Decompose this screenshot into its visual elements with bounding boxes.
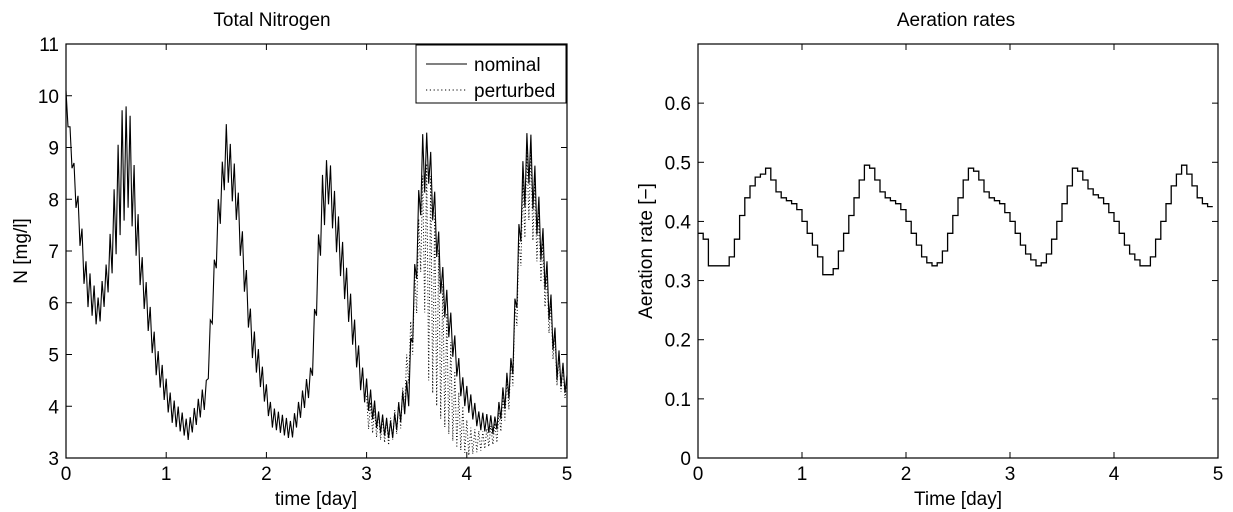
y-tick-label: 0.6 [665, 94, 691, 115]
series-line-aeration [698, 164, 1213, 276]
y-tick-label: 6 [48, 294, 59, 315]
y-tick-label: 11 [39, 35, 59, 56]
x-tick-label: 0 [61, 464, 72, 485]
series-group [698, 164, 1213, 276]
y-tick-label: 3 [48, 449, 59, 470]
plot-frame [697, 43, 1219, 459]
legend: nominal perturbed [415, 44, 567, 104]
x-tick-label: 3 [361, 464, 372, 485]
y-tick-label: 8 [48, 190, 59, 211]
x-tick-label: 4 [1109, 464, 1120, 485]
series-line-perturbed [366, 147, 568, 456]
y-axis-label: Aeration rate [−] [636, 183, 657, 319]
legend-label-perturbed: perturbed [474, 81, 555, 102]
y-tick-label: 7 [48, 242, 59, 263]
y-tick-label: 0.5 [665, 153, 691, 174]
series-line-nominal [65, 90, 568, 440]
y-tick-label: 0 [680, 449, 691, 470]
y-tick-label: 0.2 [665, 331, 691, 352]
x-axis-label: Time [day] [914, 489, 1002, 510]
y-tick-label: 9 [48, 139, 59, 160]
y-tick-label: 4 [48, 397, 59, 418]
y-axis-ticks: 0 0.1 0.2 0.3 0.4 0.5 0.6 [665, 94, 1218, 470]
x-axis-ticks: 0 1 2 3 4 5 [693, 44, 1224, 485]
series-group [65, 90, 568, 456]
plot-frame [65, 43, 568, 459]
legend-box [415, 44, 567, 104]
chart-title: Total Nitrogen [213, 10, 330, 31]
total-nitrogen-panel: Total Nitrogen 0 1 2 3 4 5 3 4 5 6 7 8 9 10 11 time [… [11, 10, 572, 510]
x-tick-label: 2 [901, 464, 912, 485]
x-tick-label: 1 [161, 464, 172, 485]
y-axis-ticks: 3 4 5 6 7 8 9 10 11 [38, 35, 567, 470]
x-tick-label: 0 [693, 464, 704, 485]
aeration-rates-panel: Aeration rates 0 1 2 3 4 5 0 0.1 0.2 0.3 0.4 0.5 0.… [636, 10, 1223, 510]
x-tick-label: 3 [1005, 464, 1016, 485]
y-tick-label: 0.3 [665, 272, 691, 293]
x-tick-label: 1 [797, 464, 808, 485]
y-tick-label: 0.1 [665, 390, 691, 411]
chart-title: Aeration rates [897, 10, 1015, 31]
y-tick-label: 10 [38, 87, 59, 108]
y-axis-label: N [mg/l] [11, 218, 32, 283]
x-axis-label: time [day] [275, 489, 357, 510]
x-tick-label: 5 [1213, 464, 1224, 485]
legend-label-nominal: nominal [474, 55, 541, 76]
y-tick-label: 0.4 [665, 212, 692, 233]
y-tick-label: 5 [48, 346, 59, 367]
x-tick-label: 2 [261, 464, 272, 485]
x-tick-label: 4 [462, 464, 473, 485]
x-tick-label: 5 [562, 464, 573, 485]
